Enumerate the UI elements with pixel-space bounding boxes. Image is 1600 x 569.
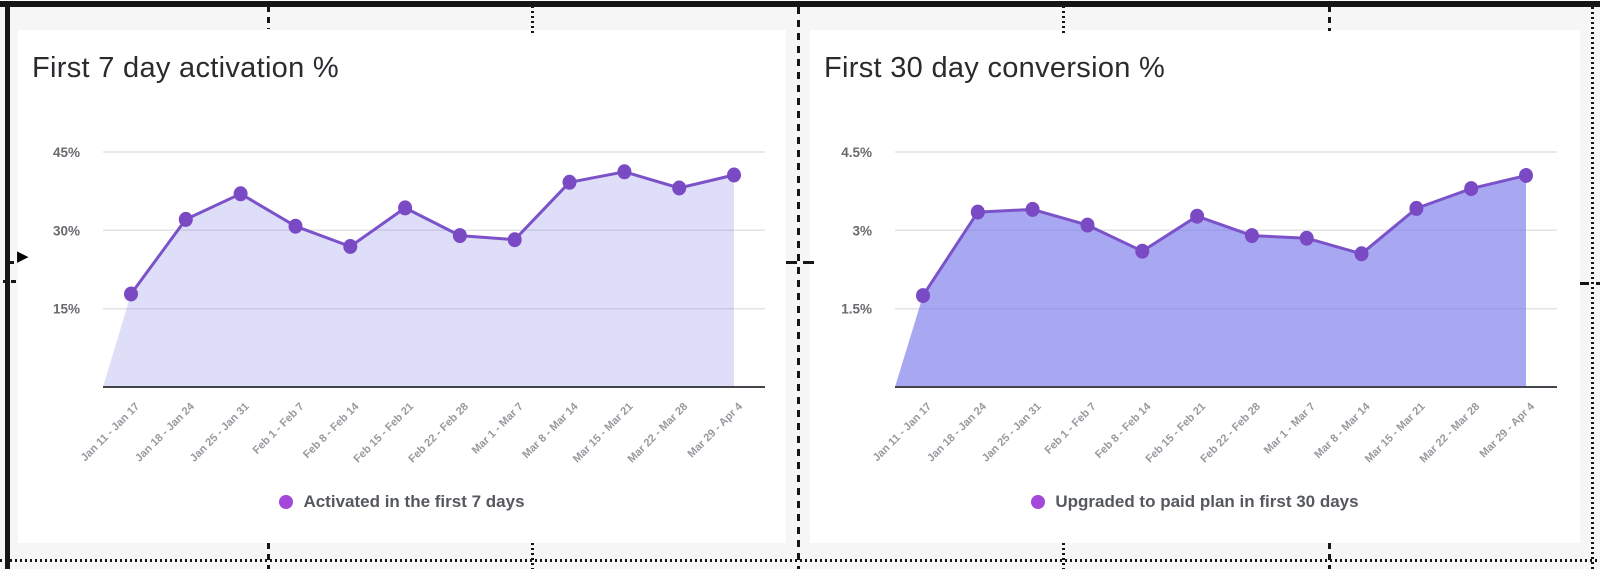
conversion-chart-card: First 30 day conversion % 1.5% 3% 4.5% Jan …: [810, 30, 1580, 543]
data-point: [672, 180, 687, 196]
crop-mark-top-2: [531, 6, 534, 33]
activation-legend: Activated in the first 7 days: [18, 492, 786, 512]
x-axis-tick-label: Mar 1 - Mar 7: [470, 401, 526, 457]
data-point: [1080, 217, 1095, 233]
crop-mark-bottom-2: [531, 543, 534, 569]
data-point: [288, 218, 303, 234]
data-point: [1409, 200, 1424, 216]
activation-chart-title: First 7 day activation %: [32, 52, 339, 84]
data-point: [507, 232, 522, 248]
data-point: [398, 200, 413, 216]
center-guide-tick-left: [786, 261, 797, 264]
left-edge-dash-2: [11, 280, 16, 283]
y-axis-tick-label: 1.5%: [841, 302, 872, 317]
x-axis-tick-label: Mar 8 - Mar 14: [520, 400, 581, 461]
y-axis-tick-label: 3%: [852, 223, 872, 238]
conversion-legend-label: Upgraded to paid plan in first 30 days: [1055, 492, 1359, 511]
center-guide-tick-right: [803, 261, 814, 264]
series-line: [129, 170, 735, 295]
data-point: [1299, 230, 1314, 246]
y-axis-tick-label: 15%: [53, 302, 80, 317]
left-edge-dash-1: [3, 280, 8, 283]
y-axis-tick-label: 30%: [53, 223, 80, 238]
x-axis-tick-label: Mar 22 - Mar 28: [626, 401, 691, 466]
crop-mark-top-3: [1062, 6, 1065, 33]
conversion-legend: Upgraded to paid plan in first 30 days: [810, 492, 1580, 512]
activation-legend-label: Activated in the first 7 days: [303, 492, 525, 511]
x-axis-tick-label: Feb 1 - Feb 7: [1043, 401, 1099, 457]
x-axis-tick-label: Jan 25 - Jan 31: [188, 401, 252, 465]
x-axis-tick-label: Jan 11 - Jan 17: [79, 401, 142, 464]
x-axis-tick-label: Mar 1 - Mar 7: [1262, 401, 1318, 457]
x-axis-tick-label: Mar 29 - Apr 4: [685, 400, 745, 460]
frame-top-bar: [0, 1, 1600, 7]
cursor-triangle-icon: ▶: [17, 248, 29, 265]
activation-chart-card: First 7 day activation % 15% 30% 45% Jan 11…: [18, 30, 786, 543]
right-edge-tick-2: [1596, 282, 1600, 285]
data-point: [178, 211, 193, 227]
data-point: [916, 288, 930, 304]
frame-right-dotted-edge: [1591, 7, 1594, 569]
data-point: [562, 174, 577, 190]
x-axis-tick-label: Feb 22 - Feb 28: [406, 401, 471, 466]
x-axis-tick-label: Feb 1 - Feb 7: [251, 401, 307, 457]
crop-mark-bottom-4: [1328, 543, 1331, 569]
data-point: [452, 228, 467, 244]
x-axis-tick-label: Feb 22 - Feb 28: [1198, 401, 1263, 466]
x-axis-tick-label: Mar 22 - Mar 28: [1418, 401, 1483, 466]
crop-mark-top-4: [1328, 6, 1331, 31]
y-axis-tick-label: 4.5%: [841, 145, 872, 160]
data-point: [1244, 228, 1259, 244]
data-point: [124, 286, 138, 302]
frame-left-border: [5, 1, 10, 569]
data-point: [1190, 208, 1205, 224]
right-edge-tick-1: [1580, 282, 1589, 285]
conversion-chart-title: First 30 day conversion %: [824, 52, 1166, 84]
crop-mark-top-1: [267, 6, 270, 29]
y-axis-tick-label: 45%: [53, 145, 80, 160]
series-line: [921, 174, 1527, 297]
data-point: [1464, 181, 1479, 197]
data-point: [233, 186, 248, 202]
data-point: [343, 239, 358, 254]
data-point: [1519, 168, 1533, 183]
data-point: [970, 204, 985, 220]
data-point: [617, 164, 632, 180]
data-point: [1354, 246, 1369, 262]
x-axis-tick-label: Feb 8 - Feb 14: [301, 400, 362, 461]
x-axis-tick-label: Mar 8 - Mar 14: [1312, 400, 1373, 461]
area-fill: [103, 171, 734, 387]
x-axis-tick-label: Jan 11 - Jan 17: [871, 401, 934, 464]
data-point: [1135, 243, 1150, 259]
center-split-guide: [797, 7, 800, 569]
crop-mark-bottom-3: [1062, 543, 1065, 569]
crop-mark-bottom-1: [267, 543, 270, 569]
x-axis-tick-label: Feb 8 - Feb 14: [1093, 400, 1154, 461]
x-axis-tick-label: Mar 29 - Apr 4: [1477, 400, 1537, 460]
data-point: [727, 167, 741, 183]
frame-bottom-dotted-edge: [0, 559, 1600, 562]
data-point: [1025, 201, 1040, 217]
area-fill: [895, 175, 1526, 387]
left-edge-tick: [8, 261, 14, 264]
legend-marker-icon: [1031, 495, 1046, 509]
x-axis-tick-label: Jan 25 - Jan 31: [980, 401, 1044, 465]
legend-marker-icon: [279, 495, 294, 509]
